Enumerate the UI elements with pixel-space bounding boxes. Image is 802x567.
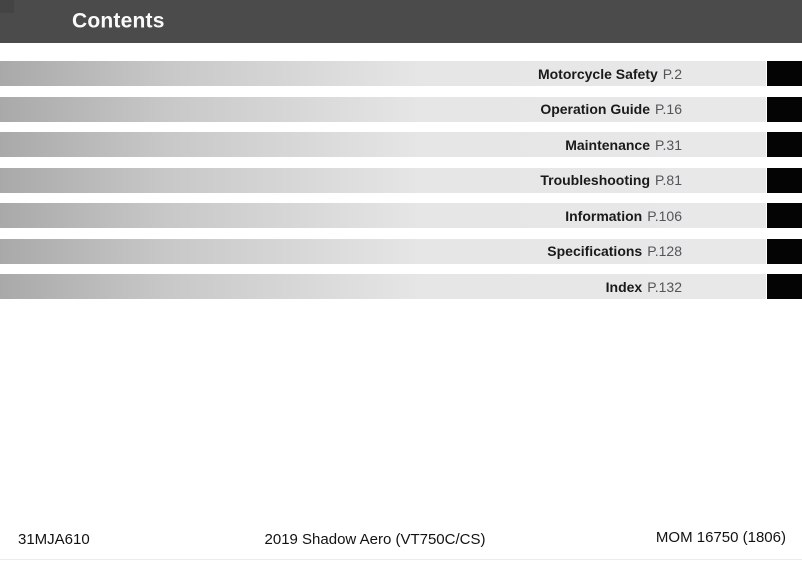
section-title: Index [605, 278, 643, 295]
section-edge-tab [767, 61, 802, 86]
section-page-ref: P.81 [655, 172, 682, 188]
section-page-ref: P.31 [655, 136, 682, 153]
section-page-ref: P.132 [647, 278, 682, 295]
section-title: Troubleshooting [540, 172, 650, 188]
toc-bar: Maintenance P.31 [0, 132, 766, 157]
section-title: Operation Guide [540, 101, 650, 117]
contents-header-bar: Contents [0, 0, 802, 43]
toc-bar: Information P.106 [0, 203, 766, 228]
section-title: Maintenance [565, 136, 650, 153]
toc-bar: Troubleshooting P.81 [0, 167, 766, 193]
header-corner-mark [0, 0, 14, 13]
table-of-contents: Motorcycle Safety P.2 Operation Guide P.… [0, 61, 802, 299]
section-edge-tab [767, 238, 802, 264]
footer-doc-code: MOM 16750 (1806) [655, 529, 786, 546]
toc-row-troubleshooting[interactable]: Troubleshooting P.81 [0, 167, 802, 193]
section-edge-tab [767, 167, 802, 193]
section-title: Specifications [547, 243, 643, 259]
section-page-ref: P.106 [647, 207, 682, 224]
toc-row-motorcycle-safety[interactable]: Motorcycle Safety P.2 [0, 61, 802, 86]
toc-row-operation-guide[interactable]: Operation Guide P.16 [0, 96, 802, 122]
toc-row-index[interactable]: Index P.132 [0, 274, 802, 299]
page-bottom-divider [0, 559, 802, 560]
toc-row-specifications[interactable]: Specifications P.128 [0, 238, 802, 264]
section-edge-tab [767, 203, 802, 228]
footer-part-number: 31MJA610 [18, 531, 90, 548]
section-title: Motorcycle Safety [537, 65, 658, 82]
section-edge-tab [767, 96, 802, 122]
toc-bar: Index P.132 [0, 274, 766, 299]
footer-model-name: 2019 Shadow Aero (VT750C/CS) [264, 531, 486, 548]
section-edge-tab [767, 132, 802, 157]
toc-row-information[interactable]: Information P.106 [0, 203, 802, 228]
toc-bar: Specifications P.128 [0, 238, 766, 264]
section-edge-tab [767, 274, 802, 299]
section-page-ref: P.16 [655, 101, 682, 117]
section-page-ref: P.2 [662, 65, 682, 82]
page-title: Contents [72, 9, 165, 33]
toc-bar: Motorcycle Safety P.2 [0, 61, 766, 86]
section-title: Information [565, 207, 643, 224]
section-page-ref: P.128 [647, 243, 682, 259]
toc-bar: Operation Guide P.16 [0, 96, 766, 122]
toc-row-maintenance[interactable]: Maintenance P.31 [0, 132, 802, 157]
